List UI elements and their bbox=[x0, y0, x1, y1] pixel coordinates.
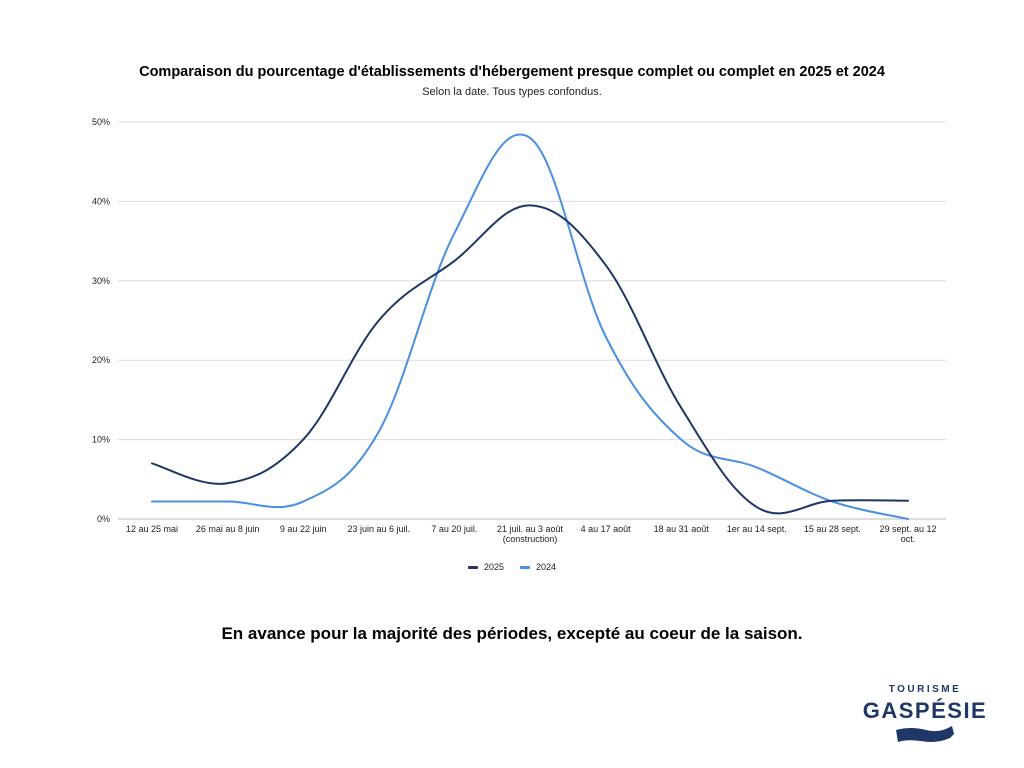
x-tick-label: 15 au 28 sept. bbox=[804, 524, 861, 534]
x-tick-label: 29 sept. au 12 oct. bbox=[879, 524, 936, 544]
logo-top-text: TOURISME bbox=[888, 684, 962, 695]
y-tick-label: 50% bbox=[92, 117, 110, 127]
series-line-2025 bbox=[151, 204, 909, 515]
series-line-2024 bbox=[151, 133, 909, 520]
legend-item-2024: 2024 bbox=[520, 562, 556, 572]
x-tick-label: 9 au 22 juin bbox=[280, 524, 327, 534]
line-chart: 0% 10% 20% 30% 40% 50% 12 au 25 mai 26 mai au 8… bbox=[92, 117, 946, 544]
x-tick-label: 21 juil. au 3 août (construction) bbox=[497, 524, 564, 544]
caption: En avance pour la majorité des périodes,… bbox=[221, 624, 803, 643]
y-tick-label: 30% bbox=[92, 276, 110, 286]
chart-title: Comparaison du pourcentage d'établisseme… bbox=[139, 64, 885, 80]
chart-subtitle: Selon la date. Tous types confondus. bbox=[422, 86, 602, 98]
y-tick-label: 20% bbox=[92, 355, 110, 365]
x-tick-label: 4 au 17 août bbox=[581, 524, 632, 534]
y-tick-label: 40% bbox=[92, 196, 110, 206]
x-tick-label: 7 au 20 juil. bbox=[431, 524, 477, 534]
x-tick-label: 18 au 31 août bbox=[654, 524, 710, 534]
legend-swatch-2025 bbox=[467, 565, 478, 569]
logo-wave-icon bbox=[896, 726, 954, 742]
x-tick-label: 26 mai au 8 juin bbox=[196, 524, 260, 534]
x-tick-label: 1er au 14 sept. bbox=[727, 524, 787, 534]
x-tick-label: 12 au 25 mai bbox=[126, 524, 178, 534]
logo-main-text: GASPÉSIE bbox=[862, 698, 988, 723]
y-tick-label: 0% bbox=[97, 514, 110, 524]
y-tick-label: 10% bbox=[92, 435, 110, 445]
legend-label-2024: 2024 bbox=[536, 562, 557, 572]
legend-label-2025: 2025 bbox=[483, 562, 504, 572]
x-tick-label: 23 juin au 6 juil. bbox=[348, 524, 411, 534]
legend: 2025 2024 bbox=[0, 562, 1024, 572]
legend-swatch-2024 bbox=[520, 565, 530, 569]
legend-item-2025: 2025 bbox=[467, 562, 504, 572]
tourisme-gaspesie-logo: TOURISME GASPÉSIE bbox=[858, 684, 992, 746]
